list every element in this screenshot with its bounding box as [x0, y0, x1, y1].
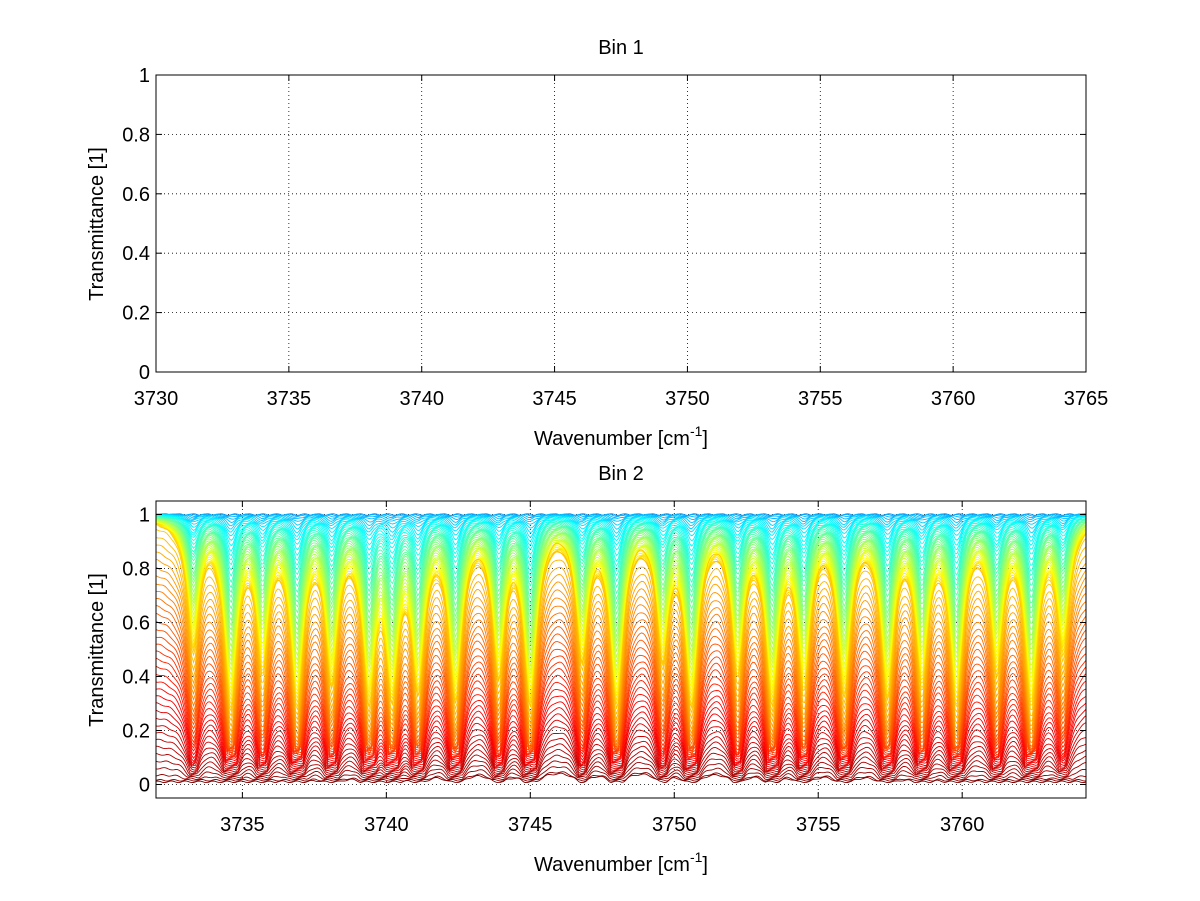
spectrum-line [155, 743, 1087, 774]
chart-bin-1-xlabel: Wavenumber [cm-1] [534, 423, 708, 450]
spectrum-line [155, 673, 1087, 759]
chart-bin-2-series [155, 513, 1087, 784]
spectrum-line [155, 513, 1086, 530]
x-tick-label: 3745 [532, 388, 577, 410]
spectrum-line [155, 737, 1087, 773]
spectrum-line [155, 695, 1087, 764]
x-tick-label: 3740 [364, 814, 409, 836]
y-tick-label: 0 [139, 362, 150, 384]
y-tick-label: 0.4 [122, 243, 150, 265]
spectrum-line [155, 717, 1087, 768]
spectrum-line [155, 754, 1087, 777]
y-tick-label: 0 [139, 775, 150, 797]
y-tick-label: 0.8 [122, 559, 150, 581]
spectrum-line [155, 766, 1087, 780]
spectrum-line [155, 515, 1087, 562]
chart-bin-2-title: Bin 2 [598, 463, 644, 485]
spectrum-line [156, 544, 1087, 723]
chart-bin-1-xlabel-sup: -1 [690, 423, 703, 439]
spectrum-line [155, 514, 1087, 552]
chart-bin-2-ticks: 3735 3740 3745 3750 3755 3760 0 0.2 0.4 0.6 0.8 1 [122, 501, 1086, 836]
spectrum-line [155, 731, 1087, 771]
spectrum-line [155, 518, 1087, 643]
spectrum-line [155, 514, 1087, 534]
chart-bin-2-xlabel-end: ] [702, 854, 708, 876]
y-tick-label: 1 [139, 505, 150, 527]
chart-bin-1-title: Bin 1 [598, 37, 644, 59]
chart-bin-2-xlabel-sup: -1 [690, 849, 703, 865]
spectrum-line [155, 598, 1087, 751]
y-tick-label: 0.6 [122, 613, 150, 635]
spectrum-line [155, 515, 1087, 572]
x-tick-label: 3750 [652, 814, 697, 836]
chart-bin-2: 3735 3740 3745 3750 3755 3760 0 0.2 0.4 0.6 0.8 1 B… [86, 463, 1087, 876]
chart-bin-2-ylabel: Transmittance [1] [86, 573, 108, 727]
x-tick-label: 3760 [931, 388, 976, 410]
spectrum-line [155, 515, 1087, 557]
spectrum-line [155, 665, 1087, 757]
spectrum-line [155, 518, 1087, 638]
spectrum-line [155, 516, 1087, 589]
x-tick-label: 3735 [220, 814, 265, 836]
spectrum-line [155, 748, 1087, 776]
spectrum-line [155, 516, 1087, 611]
spectrum-line [155, 514, 1087, 542]
spectrum-line [155, 605, 1087, 755]
spectrum-line [155, 515, 1087, 567]
chart-bin-1-ticks: 3730 3735 3740 3745 3750 3755 3760 3765 0 0.2 0.4 0… [122, 65, 1108, 410]
spectrum-line [155, 709, 1087, 767]
spectrum-line [155, 537, 1087, 718]
chart-bin-1-axes-box [155, 74, 1087, 373]
spectrum-line [156, 514, 1087, 547]
x-tick-label: 3765 [1064, 388, 1109, 410]
spectrum-line [155, 688, 1087, 762]
y-tick-label: 0.8 [122, 124, 150, 146]
spectrum-line [155, 702, 1087, 765]
y-tick-label: 0.2 [122, 721, 150, 743]
x-tick-label: 3755 [796, 814, 841, 836]
x-tick-label: 3745 [508, 814, 553, 836]
spectrum-line [155, 657, 1087, 756]
y-tick-label: 1 [139, 65, 150, 87]
chart-bin-2-axes-box [155, 500, 1087, 799]
spectrum-line [155, 517, 1087, 605]
chart-bin-2-xlabel: Wavenumber [cm-1] [534, 849, 708, 876]
x-tick-label: 3750 [665, 388, 710, 410]
chart-bin-2-xlabel-main: Wavenumber [cm [534, 854, 690, 876]
spectrum-line [155, 643, 1087, 753]
x-tick-label: 3735 [267, 388, 312, 410]
chart-bin-1-xlabel-main: Wavenumber [cm [534, 428, 690, 450]
spectrum-line [155, 515, 1087, 578]
spectrum-line [155, 514, 1087, 538]
spectrum-line [155, 513, 1087, 527]
chart-bin-1: 3730 3735 3740 3745 3750 3755 3760 3765 0 0.2 0.4 0… [86, 37, 1108, 450]
chart-bin-1-xlabel-end: ] [702, 428, 708, 450]
y-tick-label: 0.6 [122, 184, 150, 206]
spectrum-line [155, 771, 1086, 782]
x-tick-label: 3740 [399, 388, 444, 410]
spectrum-line [155, 517, 1087, 595]
x-tick-label: 3755 [798, 388, 843, 410]
x-tick-label: 3730 [134, 388, 179, 410]
spectrum-line [155, 551, 1087, 728]
spectrum-line [155, 513, 1087, 521]
y-tick-label: 0.4 [122, 667, 150, 689]
spectrum-line [155, 681, 1087, 761]
spectrum-line [155, 515, 1087, 584]
spectrum-line [156, 591, 1087, 747]
spectrum-line [155, 725, 1087, 770]
spectrum-line [155, 772, 1087, 784]
spectrum-line [155, 558, 1087, 733]
y-tick-label: 0.2 [122, 303, 150, 325]
chart-bin-1-ylabel: Transmittance [1] [86, 147, 108, 301]
x-tick-label: 3760 [940, 814, 985, 836]
chart-bin-1-plot-area [156, 75, 1086, 372]
spectrum-line [156, 517, 1087, 600]
spectrum-line [155, 760, 1087, 779]
spectrum-line [155, 650, 1087, 754]
